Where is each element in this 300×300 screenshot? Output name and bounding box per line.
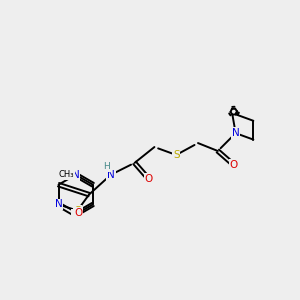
- Text: N: N: [72, 209, 80, 219]
- Text: N: N: [72, 170, 80, 180]
- Text: N: N: [107, 170, 115, 180]
- Text: O: O: [144, 174, 153, 184]
- Text: O: O: [74, 208, 82, 218]
- Text: CH₃: CH₃: [59, 170, 74, 179]
- Text: N: N: [55, 200, 62, 209]
- Text: H: H: [103, 162, 110, 171]
- Text: O: O: [230, 160, 238, 170]
- Text: S: S: [173, 150, 179, 160]
- Text: S: S: [74, 206, 81, 216]
- Text: N: N: [232, 128, 239, 138]
